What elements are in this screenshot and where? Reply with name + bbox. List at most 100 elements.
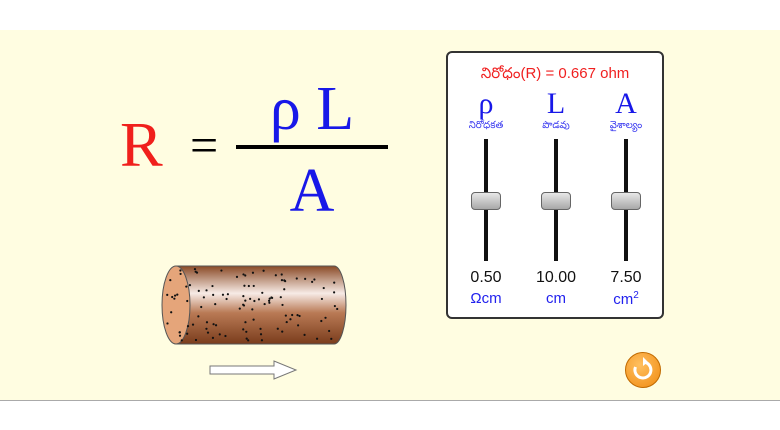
impurity-dot: [320, 297, 324, 301]
current-direction-arrow-icon: [209, 360, 298, 380]
impurity-dot: [244, 299, 247, 302]
wire-cylinder: [161, 265, 347, 345]
slider-thumb[interactable]: [471, 192, 501, 210]
impurity-dot: [261, 291, 264, 294]
impurity-dot: [276, 327, 279, 330]
impurity-dot: [315, 337, 319, 340]
slider-symbol: L: [546, 87, 566, 120]
impurity-dot: [304, 277, 307, 280]
impurity-dot: [225, 297, 228, 301]
impurity-dot: [212, 323, 215, 326]
slider-value: 0.50: [470, 269, 502, 286]
impurity-dot: [186, 325, 190, 328]
impurity-dot: [179, 272, 182, 276]
impurity-dot: [178, 334, 182, 337]
impurity-dot: [188, 284, 192, 287]
impurity-dot: [247, 339, 250, 342]
impurity-dot: [253, 299, 256, 303]
equals-sign: =: [190, 117, 219, 173]
impurity-dot: [259, 333, 263, 336]
impurity-dot: [242, 303, 245, 306]
impurity-dot: [279, 296, 282, 299]
impurity-dot: [205, 327, 208, 330]
impurity-dot: [298, 314, 301, 318]
impurity-dot: [185, 285, 188, 288]
impurity-dot: [249, 297, 252, 300]
impurity-dot: [186, 299, 189, 303]
impurity-dot: [333, 281, 336, 284]
slider-area: A వైశాల్యం 7.50 cm2: [591, 87, 661, 309]
reset-button[interactable]: [625, 352, 661, 388]
impurity-dot: [268, 301, 271, 304]
impurity-dot: [242, 328, 245, 331]
impurity-dot: [214, 324, 218, 327]
impurity-dot: [333, 291, 336, 294]
impurity-dot: [197, 289, 200, 292]
impurity-dot: [336, 307, 339, 311]
slider-value: 7.50: [610, 269, 642, 286]
impurity-dot: [238, 307, 241, 310]
slider-unit: Ωcm: [470, 290, 502, 307]
impurity-dot: [257, 298, 261, 301]
impurity-dot: [270, 296, 273, 299]
impurity-dot: [268, 297, 271, 300]
impurity-dot: [295, 277, 298, 280]
impurity-dot: [166, 322, 169, 325]
impurity-dot: [259, 327, 262, 330]
impurity-dot: [289, 318, 292, 321]
impurity-dot: [252, 318, 255, 321]
impurity-dot: [212, 293, 215, 296]
slider-value: 10.00: [535, 269, 577, 286]
impurity-dot: [186, 332, 189, 335]
impurity-dot: [251, 308, 254, 311]
impurity-dot: [180, 339, 183, 342]
impurity-dot: [205, 321, 209, 324]
slider-length: L పొడవు 10.00 cm: [521, 87, 591, 308]
impurity-dot: [200, 305, 203, 309]
impurity-dot: [244, 274, 247, 277]
impurity-dot: [244, 321, 247, 324]
slider-symbol: A: [615, 87, 637, 120]
impurity-dot: [235, 275, 239, 278]
impurity-dot: [220, 269, 223, 272]
impurity-dot: [281, 330, 284, 333]
impurity-dot: [178, 331, 181, 334]
impurity-dot: [328, 329, 331, 333]
simulation-stage: R = ρ L A నిరోధం(R) = 0.667 ohm ρ నిరోధక…: [0, 30, 780, 401]
impurity-dot: [166, 293, 169, 297]
impurity-dot: [179, 269, 182, 272]
slider-label: పొడవు: [542, 120, 570, 131]
impurity-dot: [243, 284, 246, 287]
impurity-dot: [311, 280, 314, 283]
impurity-dot: [303, 333, 306, 336]
impurity-dot: [284, 314, 287, 317]
impurity-dot: [218, 333, 221, 336]
impurity-dot: [281, 303, 284, 307]
impurity-dot: [280, 278, 284, 282]
resistance-symbol: R: [120, 109, 163, 180]
impurity-dot: [242, 295, 245, 298]
unit-base: cm: [613, 291, 634, 308]
unit-exponent: 2: [633, 290, 639, 301]
slider-unit: cm: [546, 290, 566, 307]
slider-symbol: ρ: [478, 87, 494, 120]
equation-denominator: A: [289, 157, 335, 225]
impurity-dot: [226, 293, 229, 296]
impurity-dot: [285, 320, 288, 324]
slider-thumb[interactable]: [611, 192, 641, 210]
slider-thumb[interactable]: [541, 192, 571, 210]
impurity-dot: [194, 338, 198, 342]
impurity-dot: [313, 278, 316, 281]
impurity-dot: [333, 304, 336, 308]
impurity-dot: [174, 294, 177, 297]
impurity-dot: [291, 313, 294, 317]
fraction-bar: [236, 145, 388, 149]
equation-numerator: ρ L: [269, 75, 355, 143]
impurity-dot: [283, 288, 286, 291]
impurity-dot: [211, 284, 214, 288]
impurity-dot: [245, 337, 248, 340]
impurity-dot: [191, 323, 195, 326]
impurity-dot: [320, 319, 323, 323]
impurity-dot: [324, 316, 327, 319]
impurity-dot: [280, 273, 283, 276]
